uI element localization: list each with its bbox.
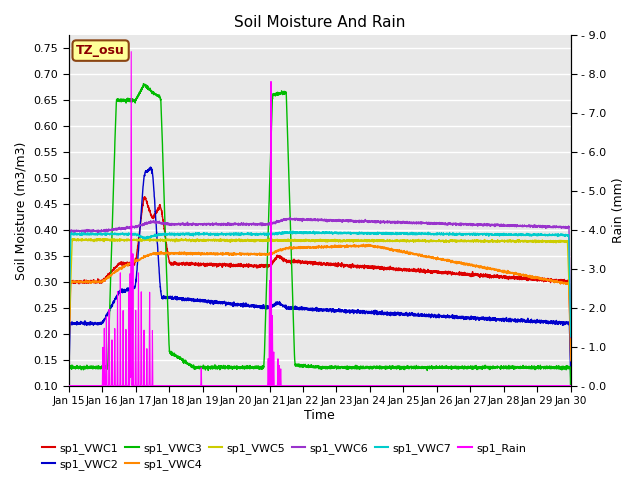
Legend: sp1_VWC1, sp1_VWC2, sp1_VWC3, sp1_VWC4, sp1_VWC5, sp1_VWC6, sp1_VWC7, sp1_Rain: sp1_VWC1, sp1_VWC2, sp1_VWC3, sp1_VWC4, … bbox=[38, 438, 531, 474]
Title: Soil Moisture And Rain: Soil Moisture And Rain bbox=[234, 15, 405, 30]
X-axis label: Time: Time bbox=[305, 409, 335, 422]
Y-axis label: Soil Moisture (m3/m3): Soil Moisture (m3/m3) bbox=[15, 141, 28, 280]
Y-axis label: Rain (mm): Rain (mm) bbox=[612, 178, 625, 243]
Text: TZ_osu: TZ_osu bbox=[76, 44, 125, 57]
